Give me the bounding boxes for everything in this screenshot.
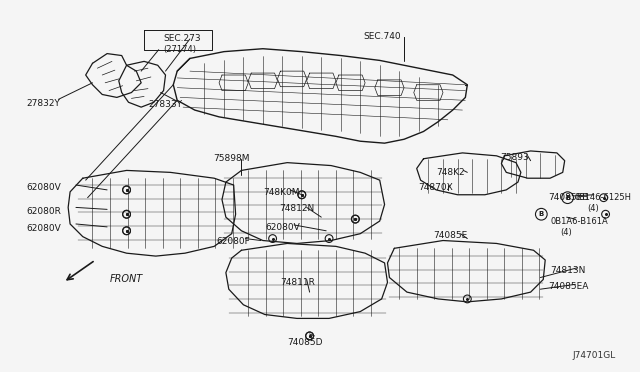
Text: B: B <box>539 211 544 217</box>
Text: B: B <box>565 195 570 201</box>
Text: (4): (4) <box>587 203 599 212</box>
Text: (4): (4) <box>560 228 572 237</box>
Text: J74701GL: J74701GL <box>572 351 615 360</box>
Text: SEC.273: SEC.273 <box>164 34 201 43</box>
Text: 75893: 75893 <box>500 153 529 162</box>
Text: 74812N: 74812N <box>280 205 315 214</box>
Text: 62080V: 62080V <box>26 224 61 233</box>
Text: 62080V: 62080V <box>26 183 61 192</box>
Text: 62080F: 62080F <box>216 237 250 246</box>
Text: 74813N: 74813N <box>550 266 586 275</box>
Text: FRONT: FRONT <box>110 274 143 283</box>
Text: 74811R: 74811R <box>280 278 316 286</box>
Text: 27832Y: 27832Y <box>26 99 60 108</box>
Text: 74085E: 74085E <box>433 231 467 240</box>
Text: 27833Y: 27833Y <box>148 100 182 109</box>
Text: (27174): (27174) <box>164 45 196 54</box>
Text: SEC.740: SEC.740 <box>363 32 401 41</box>
Text: 75898M: 75898M <box>213 154 250 163</box>
Text: 08146-6125H: 08146-6125H <box>575 193 632 202</box>
Text: 62080V: 62080V <box>266 223 301 232</box>
Text: 74085EA: 74085EA <box>548 282 589 291</box>
Text: 748K0M: 748K0M <box>263 188 300 197</box>
Text: 748K2: 748K2 <box>436 169 465 177</box>
Text: 0B1A6-B161A: 0B1A6-B161A <box>550 217 608 226</box>
Text: 74085D: 74085D <box>287 338 323 347</box>
Text: 62080R: 62080R <box>26 208 61 217</box>
Text: 74870X: 74870X <box>419 183 453 192</box>
Text: 74085EB: 74085EB <box>548 193 589 202</box>
